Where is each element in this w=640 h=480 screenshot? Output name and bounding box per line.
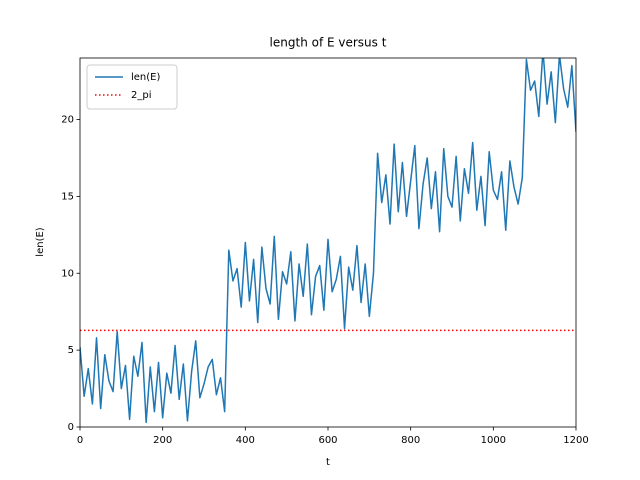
x-tick-label: 400 bbox=[236, 435, 255, 446]
y-tick-label: 10 bbox=[61, 268, 74, 279]
data-line bbox=[80, 58, 576, 424]
x-tick-label: 200 bbox=[153, 435, 172, 446]
y-tick-label: 15 bbox=[61, 191, 74, 202]
y-tick-label: 5 bbox=[68, 345, 74, 356]
x-axis-label: t bbox=[326, 457, 330, 468]
x-tick-label: 600 bbox=[318, 435, 337, 446]
x-tick-label: 1200 bbox=[563, 435, 588, 446]
y-axis-label: len(E) bbox=[35, 227, 46, 256]
y-tick-label: 20 bbox=[61, 115, 74, 126]
legend-label: len(E) bbox=[131, 72, 160, 83]
chart-title: length of E versus t bbox=[270, 36, 387, 50]
x-tick-label: 800 bbox=[401, 435, 420, 446]
y-tick-label: 0 bbox=[68, 422, 74, 433]
legend-label: 2_pi bbox=[131, 90, 152, 101]
legend-box bbox=[86, 64, 178, 110]
x-tick-label: 0 bbox=[77, 435, 83, 446]
x-tick-label: 1000 bbox=[481, 435, 506, 446]
plot-area bbox=[80, 58, 576, 424]
